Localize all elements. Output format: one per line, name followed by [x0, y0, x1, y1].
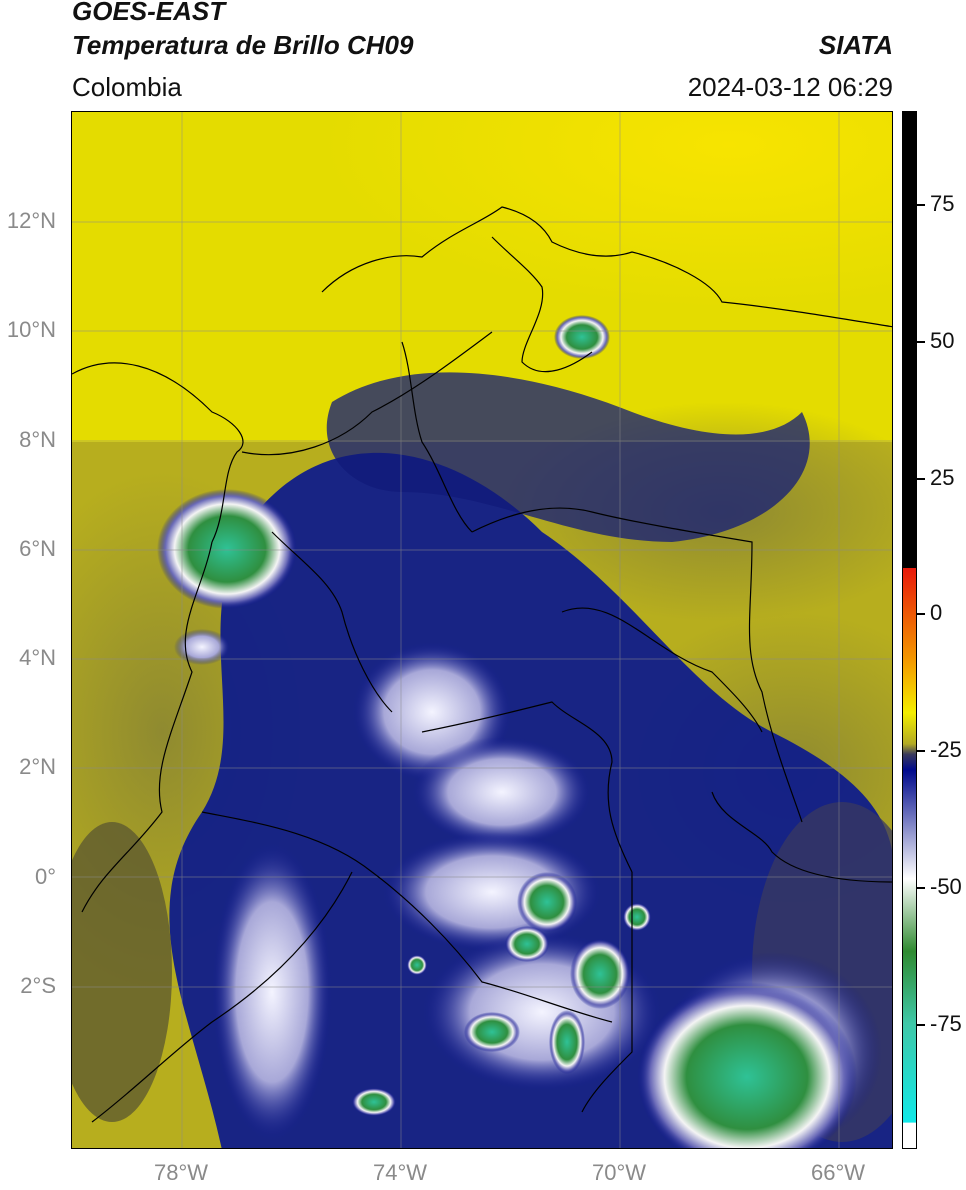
convective-cell-7: [407, 955, 427, 975]
convective-cell-choco: [157, 489, 297, 609]
lon-label-66w: 66°W: [810, 1160, 866, 1185]
convective-cell-3: [570, 939, 630, 1009]
colorbar-tick: [917, 613, 925, 615]
convective-cell-8: [352, 1088, 396, 1116]
cirrus-pacific: [174, 629, 230, 665]
cirrus-4: [212, 842, 332, 1142]
lat-label-12n: 12°N: [6, 208, 56, 233]
lon-label-74w: 74°W: [372, 1160, 428, 1185]
colorbar-label-minus75: -75: [930, 1011, 962, 1036]
colorbar: [902, 111, 917, 1149]
convective-cell-5: [464, 1012, 520, 1052]
olive-region-southwest: [72, 822, 172, 1122]
colorbar-tick: [917, 1024, 925, 1026]
brightness-temperature-field: [72, 112, 892, 1148]
lat-label-6n: 6°N: [19, 536, 56, 561]
lon-label-78w: 78°W: [153, 1160, 209, 1185]
product-title-line2: Temperatura de Brillo CH09: [72, 30, 414, 60]
northern-cloud-band: [326, 372, 810, 542]
lat-label-2n: 2°N: [19, 754, 56, 779]
convective-cell-2: [505, 926, 549, 962]
convective-cell-amazon: [637, 982, 857, 1148]
convective-cell-1: [517, 872, 577, 932]
colorbar-tick: [917, 750, 925, 752]
product-title-line1: GOES-EAST: [72, 0, 226, 26]
colorbar-label-25: 25: [930, 465, 955, 490]
region-label: Colombia: [72, 72, 182, 102]
lon-label-70w: 70°W: [591, 1160, 647, 1185]
colorbar-label-minus50: -50: [930, 874, 962, 899]
satellite-map: [71, 111, 893, 1149]
colorbar-tick: [917, 478, 925, 480]
convective-cell-6: [549, 1010, 585, 1074]
colorbar-label-minus25: -25: [930, 737, 962, 762]
colorbar-tick: [917, 341, 925, 343]
organization-label: SIATA: [818, 30, 893, 60]
lat-label-2s: 2°S: [20, 973, 56, 998]
lat-label-10n: 10°N: [6, 317, 56, 342]
timestamp-label: 2024-03-12 06:29: [687, 72, 893, 102]
colorbar-tick: [917, 204, 925, 206]
colorbar-label-50: 50: [930, 328, 955, 353]
graticule: [72, 112, 892, 1148]
lat-label-0: 0°: [34, 864, 56, 889]
colorbar-label-75: 75: [930, 191, 955, 216]
convective-cell-maracaibo: [554, 315, 610, 359]
colorbar-tick: [917, 887, 925, 889]
lat-label-8n: 8°N: [19, 427, 56, 452]
convective-cell-4: [623, 903, 651, 931]
coastlines-and-borders: [72, 206, 892, 1123]
colorbar-label-0: 0: [930, 600, 943, 625]
lat-label-4n: 4°N: [19, 645, 56, 670]
cirrus-2: [412, 737, 592, 847]
